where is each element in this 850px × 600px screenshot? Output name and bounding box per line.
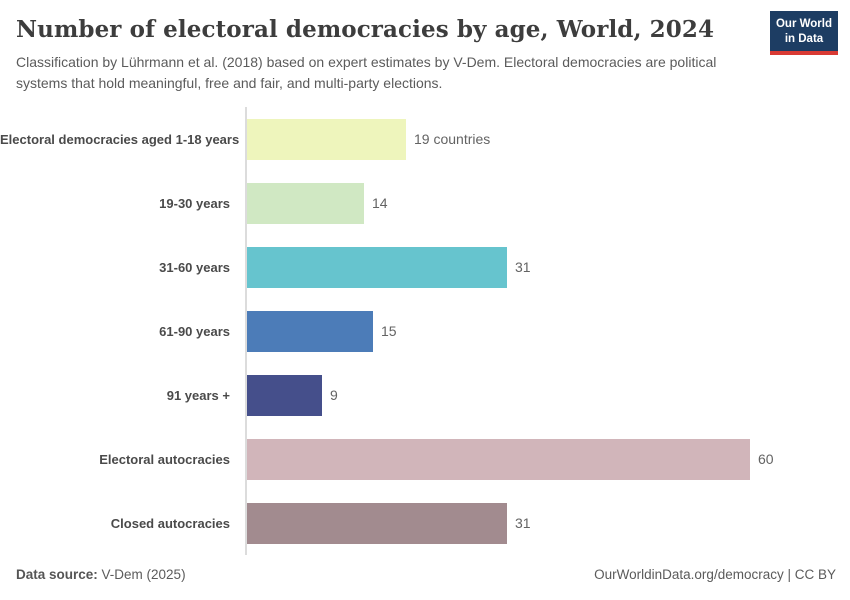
bar-zone: 31 (238, 502, 850, 544)
bar[interactable] (247, 246, 507, 288)
bar[interactable] (247, 438, 750, 480)
category-label: 61-90 years (159, 323, 230, 339)
chart-row: 31-60 years 31 (0, 235, 850, 299)
chart-subtitle: Classification by Lührmann et al. (2018)… (16, 54, 717, 91)
value-label: 9 (330, 387, 338, 403)
bar-zone: 14 (238, 182, 850, 224)
bar[interactable] (247, 374, 322, 416)
chart-rows: Electoral democracies aged 1-18 years 19 … (0, 107, 850, 555)
bar-zone: 9 (238, 374, 850, 416)
bar-zone: 60 (238, 438, 850, 480)
category-label: Electoral autocracies (99, 451, 230, 467)
bar[interactable] (247, 118, 406, 160)
bar[interactable] (247, 310, 373, 352)
value-label: 19 countries (414, 131, 491, 147)
attribution-separator: | (783, 567, 795, 582)
bar-zone: 19 countries (238, 118, 850, 160)
owid-url-link[interactable]: OurWorldinData.org/democracy (594, 567, 784, 582)
value-label: 14 (372, 195, 388, 211)
value-label: 31 (515, 515, 531, 531)
bar[interactable] (247, 182, 364, 224)
license-link[interactable]: CC BY (794, 567, 836, 582)
owid-logo[interactable]: Our World in Data (770, 11, 838, 56)
owid-logo-line2: in Data (784, 32, 824, 45)
value-label: 31 (515, 259, 531, 275)
y-axis-line (245, 107, 247, 555)
chart-footer: Data source: V-Dem (2025) OurWorldinData… (16, 567, 836, 582)
bar[interactable] (247, 502, 507, 544)
data-source-label: Data source: (16, 567, 98, 582)
chart-row: Electoral autocracies 60 (0, 427, 850, 491)
chart-row: 19-30 years 14 (0, 171, 850, 235)
data-source-value: V-Dem (2025) (97, 567, 186, 582)
owid-logo-line1: Our World (775, 18, 832, 30)
category-label: 91 years + (166, 387, 230, 403)
chart-row: 61-90 years 15 (0, 299, 850, 363)
category-label: Closed autocracies (110, 515, 230, 531)
chart-row: Closed autocracies 31 (0, 491, 850, 555)
category-label: 31-60 years (159, 259, 230, 275)
value-label: 15 (381, 323, 397, 339)
attribution-note: OurWorldinData.org/democracy | CC BY (594, 567, 836, 582)
bar-zone: 31 (238, 246, 850, 288)
category-label: 19-30 years (159, 195, 230, 211)
bar-chart: Electoral democracies aged 1-18 years 19 … (0, 107, 850, 555)
data-source-note: Data source: V-Dem (2025) (16, 567, 186, 582)
bar-zone: 15 (238, 310, 850, 352)
chart-row: 91 years + 9 (0, 363, 850, 427)
chart-row: Electoral democracies aged 1-18 years 19 … (0, 107, 850, 171)
category-label: Electoral democracies aged 1-18 years (0, 131, 240, 147)
value-label: 60 (758, 451, 774, 467)
chart-header: Number of electoral democracies by age, … (16, 16, 834, 94)
page-title: Number of electoral democracies by age, … (16, 16, 715, 43)
